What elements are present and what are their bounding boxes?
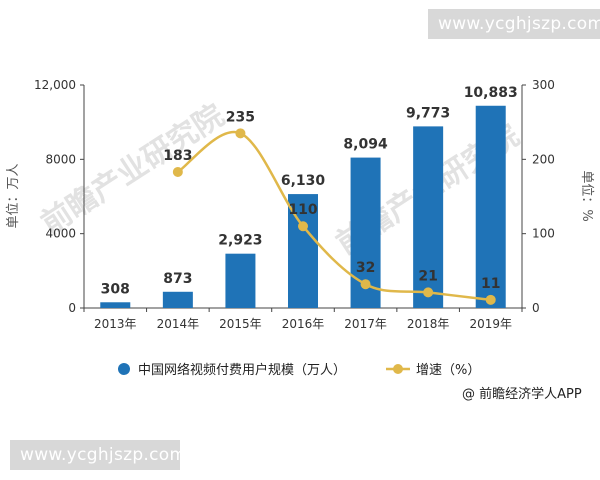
- watermark-url-top: www.ycghjszp.com: [428, 9, 600, 39]
- growth-point-2017年: [360, 279, 371, 290]
- growth-value-label: 32: [356, 260, 375, 276]
- bar-value-label: 6,130: [281, 173, 326, 189]
- bar-2019年: [475, 105, 506, 308]
- x-tick-label: 2014年: [157, 317, 200, 331]
- right-tick-label: 0: [532, 301, 540, 315]
- bar-value-label: 9,773: [406, 105, 450, 121]
- y2-axis-title: 单位：%: [579, 170, 594, 221]
- bar-value-label: 308: [101, 281, 130, 297]
- left-tick-label: 12,000: [34, 78, 76, 92]
- bar-2014年: [162, 291, 193, 308]
- bar-2013年: [100, 302, 131, 308]
- legend: 中国网络视频付费用户规模（万人） 增速（%）: [118, 362, 480, 378]
- growth-value-label: 110: [288, 202, 317, 218]
- x-tick-label: 2017年: [344, 317, 387, 331]
- left-tick-label: 0: [68, 301, 76, 315]
- x-tick-label: 2016年: [282, 317, 325, 331]
- left-tick-label: 8000: [45, 152, 76, 166]
- x-tick-label: 2019年: [469, 317, 512, 331]
- x-tick-label: 2013年: [94, 317, 137, 331]
- growth-point-2019年: [485, 294, 496, 305]
- legend-bar-label: 中国网络视频付费用户规模（万人）: [138, 362, 346, 378]
- growth-point-2018年: [423, 287, 434, 298]
- growth-point-2016年: [298, 221, 308, 232]
- watermark-text-1: 前瞻产业研究院: [35, 98, 230, 242]
- right-tick-label: 200: [532, 152, 555, 166]
- bar-2015年: [225, 253, 256, 308]
- right-tick-label: 300: [532, 78, 555, 92]
- line-series: [172, 128, 496, 305]
- bar-value-label: 10,883: [464, 85, 518, 101]
- source-label: @ 前瞻经济学人APP: [462, 386, 582, 402]
- data-labels: 308 873 2,923 6,130 8,094 9,773 10,883 183 235 11…: [101, 85, 518, 298]
- growth-value-label: 235: [226, 109, 255, 125]
- growth-line: [177, 130, 491, 302]
- growth-value-label: 183: [163, 148, 192, 164]
- bar-value-label: 8,094: [343, 137, 388, 153]
- bar-2018年: [413, 126, 444, 308]
- growth-point-2015年: [235, 128, 246, 139]
- x-tick-label: 2018年: [407, 317, 450, 331]
- growth-point-2014年: [172, 166, 183, 177]
- bar-value-label: 873: [163, 271, 192, 287]
- bar-value-label: 2,923: [218, 233, 262, 249]
- watermark-url-bottom: www.ycghjszp.com: [10, 440, 186, 470]
- legend-bar-swatch: [118, 363, 130, 375]
- left-tick-label: 4000: [45, 227, 76, 241]
- growth-value-label: 11: [481, 276, 500, 292]
- legend-line-label: 增速（%）: [416, 363, 480, 378]
- growth-value-label: 21: [418, 268, 437, 284]
- y-axis-title: 单位：万人: [6, 163, 21, 228]
- x-tick-label: 2015年: [219, 317, 262, 331]
- legend-line-marker: [393, 364, 403, 374]
- right-tick-label: 100: [532, 227, 555, 241]
